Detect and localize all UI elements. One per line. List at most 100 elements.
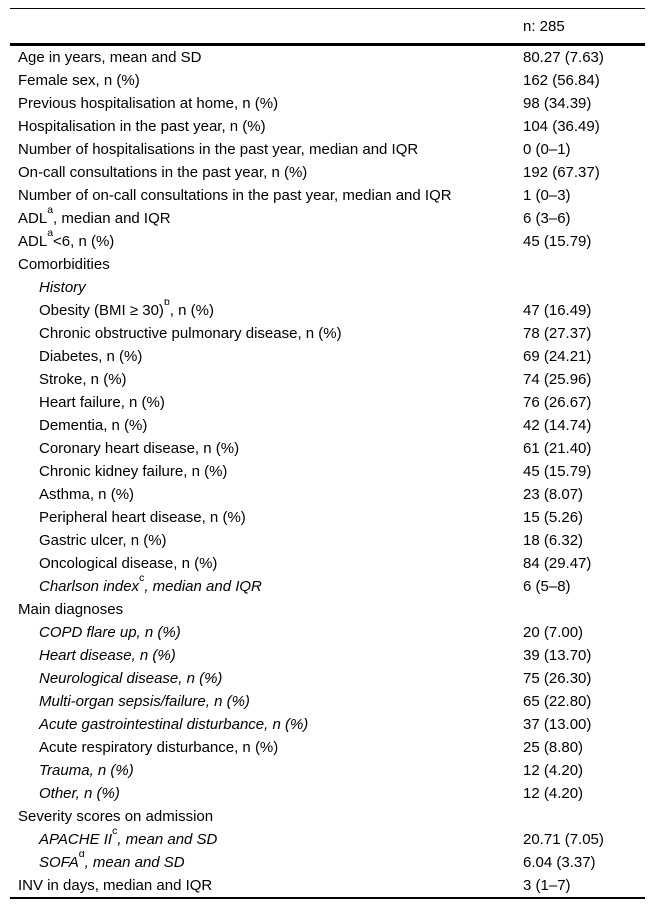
header-n-count: n: 285	[523, 17, 565, 35]
row-value: 75 (26.30)	[523, 670, 592, 687]
row-label-text: Oncological disease, n (%)	[39, 555, 218, 572]
row-label: Charlson indexc, median and IQR	[10, 575, 523, 598]
row-label: Heart failure, n (%)	[10, 391, 523, 414]
row-label: Heart disease, n (%)	[10, 644, 523, 667]
row-label: Diabetes, n (%)	[10, 345, 523, 368]
table-row: Obesity (BMI ≥ 30)b, n (%) 47 (16.49)	[10, 299, 645, 322]
table-row: INV in days, median and IQR 3 (1–7)	[10, 874, 645, 897]
table-row: APACHE IIc, mean and SD 20.71 (7.05)	[10, 828, 645, 851]
row-label-text: Diabetes, n (%)	[39, 348, 143, 365]
row-value: 84 (29.47)	[523, 555, 592, 572]
table-row: Main diagnoses	[10, 598, 645, 621]
row-label-text: Charlson index	[39, 578, 140, 595]
row-label: On-call consultations in the past year, …	[10, 161, 523, 184]
row-label: Oncological disease, n (%)	[10, 552, 523, 575]
table-row: Acute respiratory disturbance, n (%) 25 …	[10, 736, 645, 759]
row-value: 74 (25.96)	[523, 371, 592, 388]
row-label-text: Age in years, mean and SD	[18, 49, 202, 66]
row-label: COPD flare up, n (%)	[10, 621, 523, 644]
row-label: Main diagnoses	[10, 598, 523, 621]
row-label-text: Asthma, n (%)	[39, 486, 135, 503]
row-label-text: Number of hospitalisations in the past y…	[18, 141, 419, 158]
table-row: Oncological disease, n (%) 84 (29.47)	[10, 552, 645, 575]
row-label: Stroke, n (%)	[10, 368, 523, 391]
row-label-text: Hospitalisation in the past year, n (%)	[18, 118, 266, 135]
row-label: Coronary heart disease, n (%)	[10, 437, 523, 460]
row-value: 37 (13.00)	[523, 716, 592, 733]
row-label: Peripheral heart disease, n (%)	[10, 506, 523, 529]
row-value: 0 (0–1)	[523, 141, 571, 158]
table-row: Female sex, n (%) 162 (56.84)	[10, 69, 645, 92]
row-value: 39 (13.70)	[523, 647, 592, 664]
table-row: Peripheral heart disease, n (%) 15 (5.26…	[10, 506, 645, 529]
row-label: Previous hospitalisation at home, n (%)	[10, 92, 523, 115]
table-row: Asthma, n (%) 23 (8.07)	[10, 483, 645, 506]
table-row: Diabetes, n (%) 69 (24.21)	[10, 345, 645, 368]
row-label-post: , n (%)	[169, 302, 214, 319]
row-label-sup: c	[139, 575, 145, 584]
row-value: 15 (5.26)	[523, 509, 584, 526]
row-value: 12 (4.20)	[523, 762, 584, 779]
row-value: 98 (34.39)	[523, 95, 592, 112]
row-label-text: Other, n (%)	[39, 785, 120, 802]
table-row: COPD flare up, n (%) 20 (7.00)	[10, 621, 645, 644]
table-row: SOFAd, mean and SD 6.04 (3.37)	[10, 851, 645, 874]
row-label-text: ADL	[18, 210, 48, 227]
row-value: 78 (27.37)	[523, 325, 592, 342]
table-row: Coronary heart disease, n (%) 61 (21.40)	[10, 437, 645, 460]
table-header-row: n: 285	[10, 9, 645, 46]
row-value: 1 (0–3)	[523, 187, 571, 204]
row-label: Multi-organ sepsis/failure, n (%)	[10, 690, 523, 713]
row-value: 6.04 (3.37)	[523, 854, 596, 871]
table-row: Number of on-call consultations in the p…	[10, 184, 645, 207]
row-label-text: Heart failure, n (%)	[39, 394, 165, 411]
row-value: 192 (67.37)	[523, 164, 600, 181]
row-value: 20.71 (7.05)	[523, 831, 604, 848]
characteristics-table: n: 285 Age in years, mean and SD 80.27 (…	[10, 8, 645, 899]
row-label-text: Dementia, n (%)	[39, 417, 148, 434]
row-value: 104 (36.49)	[523, 118, 600, 135]
row-label: Number of hospitalisations in the past y…	[10, 138, 523, 161]
table-row: Comorbidities	[10, 253, 645, 276]
row-label: Other, n (%)	[10, 782, 523, 805]
row-value: 42 (14.74)	[523, 417, 592, 434]
row-label: Trauma, n (%)	[10, 759, 523, 782]
row-value: 25 (8.80)	[523, 739, 584, 756]
table-row: Age in years, mean and SD 80.27 (7.63)	[10, 46, 645, 69]
row-value: 3 (1–7)	[523, 877, 571, 894]
row-label-sup: c	[112, 828, 118, 837]
row-label: ADLa<6, n (%)	[10, 230, 523, 253]
row-label-text: Chronic obstructive pulmonary disease, n…	[39, 325, 342, 342]
row-value: 47 (16.49)	[523, 302, 592, 319]
row-value: 6 (5–8)	[523, 578, 571, 595]
row-label-text: Severity scores on admission	[18, 808, 214, 825]
row-label: Comorbidities	[10, 253, 523, 276]
row-value: 61 (21.40)	[523, 440, 592, 457]
table-row: Stroke, n (%) 74 (25.96)	[10, 368, 645, 391]
row-label: Obesity (BMI ≥ 30)b, n (%)	[10, 299, 523, 322]
table-row: History	[10, 276, 645, 299]
row-label: Female sex, n (%)	[10, 69, 523, 92]
table-row: ADLa<6, n (%) 45 (15.79)	[10, 230, 645, 253]
row-label: Age in years, mean and SD	[10, 46, 523, 69]
row-label-text: Previous hospitalisation at home, n (%)	[18, 95, 279, 112]
row-value: 12 (4.20)	[523, 785, 584, 802]
row-label: Number of on-call consultations in the p…	[10, 184, 523, 207]
row-label-post: , mean and SD	[84, 854, 185, 871]
row-value: 6 (3–6)	[523, 210, 571, 227]
row-label-sup: a	[47, 207, 54, 216]
row-label-text: Chronic kidney failure, n (%)	[39, 463, 228, 480]
row-label: Chronic obstructive pulmonary disease, n…	[10, 322, 523, 345]
row-value: 45 (15.79)	[523, 463, 592, 480]
row-label-sup: b	[163, 299, 170, 308]
row-label-text: Heart disease, n (%)	[39, 647, 176, 664]
row-value: 18 (6.32)	[523, 532, 584, 549]
row-label-text: On-call consultations in the past year, …	[18, 164, 308, 181]
row-label-text: History	[39, 279, 86, 296]
row-label-text: Trauma, n (%)	[39, 762, 134, 779]
table-row: Gastric ulcer, n (%) 18 (6.32)	[10, 529, 645, 552]
row-label: Severity scores on admission	[10, 805, 523, 828]
row-value: 45 (15.79)	[523, 233, 592, 250]
row-label-text: Multi-organ sepsis/failure, n (%)	[39, 693, 250, 710]
table-row: Heart disease, n (%) 39 (13.70)	[10, 644, 645, 667]
